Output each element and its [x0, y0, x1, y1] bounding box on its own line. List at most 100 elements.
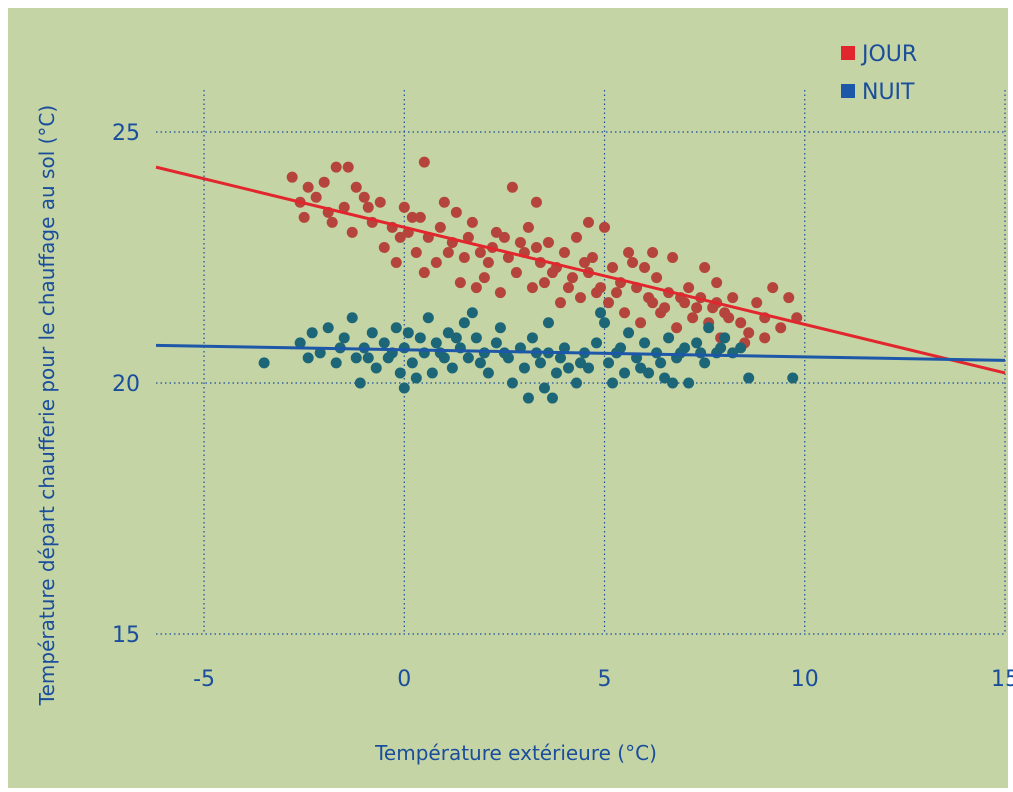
data-point-nuit — [715, 342, 727, 354]
data-point-jour — [458, 252, 470, 263]
data-point-jour — [350, 181, 362, 193]
data-point-nuit — [450, 332, 462, 344]
data-point-jour — [430, 257, 442, 269]
data-point-jour — [318, 176, 330, 188]
data-point-nuit — [583, 362, 595, 374]
data-point-jour — [667, 252, 679, 263]
data-point-nuit — [635, 362, 647, 374]
data-point-nuit — [534, 357, 546, 369]
data-point-nuit — [462, 352, 474, 364]
trend-line-nuit — [155, 343, 1006, 362]
data-point-jour — [310, 191, 322, 203]
data-point-jour — [466, 216, 478, 228]
data-point-nuit — [302, 352, 314, 364]
data-point-nuit — [258, 357, 270, 369]
data-point-nuit — [470, 332, 482, 344]
x-tick-label: 15 — [991, 667, 1013, 692]
data-point-nuit — [595, 307, 607, 319]
data-point-jour — [462, 231, 474, 243]
data-point-jour — [711, 277, 723, 289]
x-tick-label: 0 — [397, 667, 411, 692]
data-point-nuit — [659, 372, 671, 384]
data-point-jour — [691, 302, 703, 314]
data-point-nuit — [575, 357, 586, 369]
data-point-jour — [587, 252, 599, 263]
data-point-jour — [346, 226, 358, 238]
data-point-nuit — [619, 367, 631, 379]
data-point-jour — [619, 307, 631, 319]
data-point-jour — [418, 267, 430, 279]
data-point-nuit — [410, 372, 422, 384]
data-point-jour — [639, 262, 651, 274]
data-point-jour — [442, 246, 454, 258]
data-point-jour — [338, 201, 350, 213]
x-tick-label: 10 — [791, 667, 819, 692]
y-tick-label: 20 — [112, 372, 140, 397]
data-point-jour — [538, 277, 550, 289]
data-point-jour — [474, 246, 486, 258]
data-point-jour — [374, 196, 386, 208]
data-point-nuit — [643, 367, 655, 379]
data-point-jour — [434, 221, 446, 233]
data-point-jour — [390, 257, 402, 269]
data-point-nuit — [663, 332, 675, 344]
data-point-nuit — [478, 347, 490, 359]
y-tick-label: 15 — [112, 623, 140, 648]
data-point-jour — [414, 211, 426, 223]
data-point-nuit — [426, 367, 438, 379]
data-point-jour — [759, 332, 771, 344]
data-point-jour — [687, 312, 699, 324]
data-point-jour — [490, 226, 502, 238]
data-point-jour — [562, 282, 574, 294]
data-point-nuit — [591, 337, 603, 349]
data-point-nuit — [474, 357, 486, 369]
data-point-jour — [330, 161, 342, 173]
data-point-jour — [707, 302, 719, 314]
data-point-jour — [575, 292, 586, 304]
data-point-jour — [735, 317, 747, 329]
data-point-jour — [570, 231, 582, 243]
data-point-nuit — [362, 352, 374, 364]
data-point-jour — [558, 246, 570, 258]
data-point-nuit — [787, 372, 799, 384]
data-point-nuit — [390, 322, 402, 334]
data-point-nuit — [366, 327, 378, 339]
data-point-nuit — [607, 377, 619, 389]
data-point-nuit — [639, 337, 651, 349]
data-point-jour — [623, 246, 635, 258]
data-point-jour — [599, 221, 611, 233]
data-point-jour — [595, 282, 607, 294]
data-point-jour — [470, 282, 482, 294]
data-point-jour — [683, 282, 695, 294]
data-point-nuit — [522, 392, 534, 404]
data-point-jour — [635, 317, 647, 329]
legend-label-jour: JOUR — [860, 42, 917, 67]
data-point-jour — [775, 322, 787, 334]
data-point-nuit — [330, 357, 342, 369]
data-point-nuit — [402, 327, 414, 339]
data-point-jour — [767, 282, 779, 294]
data-point-nuit — [667, 377, 679, 389]
data-point-jour — [478, 272, 490, 284]
data-point-nuit — [354, 377, 366, 389]
legend-swatch-jour — [841, 46, 855, 60]
data-point-nuit — [570, 377, 582, 389]
data-point-nuit — [370, 362, 382, 374]
data-point-nuit — [538, 382, 550, 394]
data-point-nuit — [554, 352, 566, 364]
data-point-jour — [607, 262, 619, 274]
data-point-nuit — [378, 337, 390, 349]
data-point-nuit — [314, 347, 326, 359]
y-axis-title: Température départ chaufferie pour le ch… — [35, 105, 59, 706]
data-point-nuit — [542, 317, 554, 329]
data-point-nuit — [294, 337, 306, 349]
data-point-nuit — [406, 357, 418, 369]
data-point-nuit — [562, 362, 574, 374]
data-point-nuit — [526, 332, 538, 344]
data-point-nuit — [699, 357, 711, 369]
data-point-jour — [406, 211, 418, 223]
data-point-jour — [506, 181, 518, 193]
data-point-nuit — [506, 377, 518, 389]
data-point-jour — [494, 287, 506, 299]
data-point-jour — [647, 246, 659, 258]
